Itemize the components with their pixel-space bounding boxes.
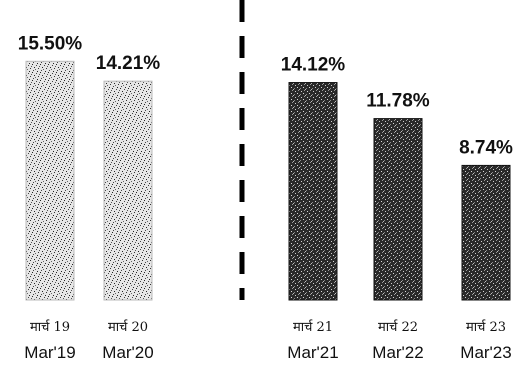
data-label-4: 11.78% (366, 91, 429, 112)
tick-label-5: Mar'23 (460, 343, 511, 362)
tick-label-hindi-3: मार्च 21 (293, 319, 333, 335)
tick-label-hindi-2: मार्च 20 (108, 319, 148, 335)
bar-4 (373, 118, 423, 301)
data-label-5: 8.74% (459, 137, 513, 158)
bar-5 (461, 164, 511, 301)
tick-label-hindi-4: मार्च 22 (378, 319, 418, 335)
tick-label-hindi-1: मार्च 19 (30, 319, 70, 335)
bar-2 (103, 80, 153, 301)
bar-1 (25, 60, 75, 301)
tick-label-1: Mar'19 (24, 343, 75, 362)
tick-label-2: Mar'20 (102, 343, 153, 362)
tick-label-4: Mar'22 (372, 343, 423, 362)
bar-3 (288, 82, 338, 301)
tick-label-hindi-5: मार्च 23 (466, 319, 506, 335)
data-label-3: 14.12% (281, 55, 346, 76)
tick-label-3: Mar'21 (287, 343, 338, 362)
data-label-1: 15.50% (18, 33, 83, 54)
data-label-2: 14.21% (96, 53, 161, 74)
